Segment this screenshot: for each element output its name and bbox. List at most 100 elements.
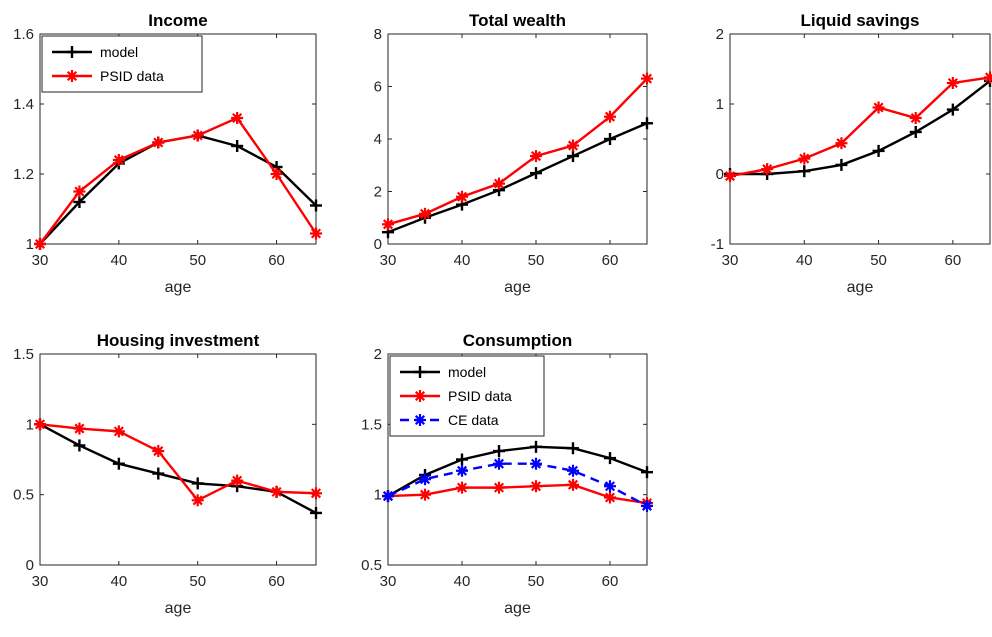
data-point [231, 112, 244, 124]
series-line-2 [39, 423, 317, 502]
x-tick-label: 30 [32, 573, 49, 590]
x-tick-label: 30 [722, 252, 739, 269]
data-point [641, 499, 653, 512]
x-axis-label: age [165, 600, 192, 617]
y-tick-label: 6 [374, 79, 382, 96]
data-point [567, 139, 579, 152]
legend-marker [414, 414, 426, 426]
data-point [604, 480, 616, 493]
data-point [567, 478, 579, 491]
y-tick-label: 1 [716, 96, 724, 113]
data-point [530, 440, 542, 453]
legend-entry: model [448, 364, 486, 380]
data-point [641, 117, 653, 130]
data-point [34, 418, 46, 431]
data-point [231, 140, 244, 152]
x-tick-label: 40 [796, 252, 813, 269]
data-point [152, 136, 165, 149]
data-point [191, 129, 204, 142]
data-point [798, 165, 811, 178]
data-point [761, 163, 774, 176]
x-tick-label: 50 [189, 252, 206, 269]
data-point [419, 473, 431, 486]
y-tick-label: 1.2 [13, 166, 34, 183]
y-tick-label: 0.5 [361, 557, 382, 574]
legend-marker [414, 366, 426, 378]
chart-title: Income [148, 11, 208, 30]
data-point [835, 137, 848, 150]
x-tick-label: 60 [602, 252, 619, 269]
x-tick-label: 40 [454, 573, 471, 590]
legend-marker [66, 70, 78, 82]
chart-panel-3: 30 40 50 60 -1 0 1 2 Liquid savings age [711, 11, 992, 296]
y-tick-label: 0 [26, 557, 34, 574]
data-point [641, 72, 653, 85]
data-point [604, 110, 616, 123]
data-point [493, 177, 505, 190]
data-point [493, 481, 505, 494]
x-tick-label: 40 [454, 252, 471, 269]
x-tick-label: 50 [870, 252, 887, 269]
data-point [456, 481, 468, 494]
series-line-1 [387, 445, 648, 498]
data-point [112, 154, 125, 166]
data-point [530, 480, 542, 493]
data-point [530, 167, 542, 180]
axes-box [39, 353, 317, 566]
data-point [34, 238, 46, 250]
data-point [73, 422, 86, 435]
data-point [946, 77, 959, 89]
legend-marker [66, 46, 78, 58]
data-point [724, 170, 736, 183]
data-point [191, 477, 204, 490]
data-point [567, 464, 579, 477]
data-point [310, 487, 322, 500]
series-line-1 [730, 79, 991, 176]
x-axis-label: age [504, 279, 531, 296]
data-point [112, 457, 125, 470]
data-point [604, 133, 616, 145]
data-point [419, 488, 431, 501]
series-line-2 [387, 77, 648, 226]
data-point [191, 494, 204, 507]
data-point [382, 490, 394, 503]
data-point [419, 207, 431, 220]
series-line-2 [39, 116, 318, 245]
data-point [231, 474, 244, 487]
axes-box [387, 33, 648, 245]
x-tick-label: 40 [111, 252, 128, 269]
data-point [872, 144, 885, 157]
x-tick-label: 50 [528, 573, 545, 590]
series-line-2 [387, 483, 648, 505]
data-point [641, 466, 653, 479]
y-tick-label: 1.6 [13, 26, 34, 43]
data-point [567, 150, 579, 163]
x-tick-label: 30 [380, 573, 397, 590]
series-line-3 [387, 462, 648, 507]
data-point [152, 445, 165, 458]
y-tick-label: 1 [26, 416, 34, 433]
y-tick-label: 0 [716, 166, 724, 183]
y-tick-label: 8 [374, 26, 382, 43]
series-line-2 [729, 76, 991, 178]
x-tick-label: 30 [32, 252, 49, 269]
legend-marker [414, 390, 426, 402]
y-tick-label: -1 [711, 236, 724, 253]
legend-entry: PSID data [100, 68, 164, 84]
data-point [567, 442, 579, 455]
y-tick-label: 1.5 [13, 346, 34, 363]
x-tick-label: 50 [528, 252, 545, 269]
y-tick-label: 1 [374, 487, 382, 504]
chart-panel-1: 30 40 50 60 1 1.2 1.4 1.6 Income age model PSID dat… [13, 11, 322, 296]
data-point [270, 485, 283, 498]
series-line-1 [387, 122, 648, 234]
y-tick-label: 1.5 [361, 416, 382, 433]
legend-entry: PSID data [448, 388, 512, 404]
chart-panel-2: 30 40 50 60 0 2 4 6 8 Total wealth age [374, 11, 653, 296]
data-point [152, 467, 165, 480]
data-point [530, 150, 542, 163]
data-point [73, 439, 86, 452]
x-tick-label: 60 [268, 573, 285, 590]
chart-panel-4: 30 40 50 60 0 0.5 1 1.5 Housing investment age [13, 331, 322, 617]
